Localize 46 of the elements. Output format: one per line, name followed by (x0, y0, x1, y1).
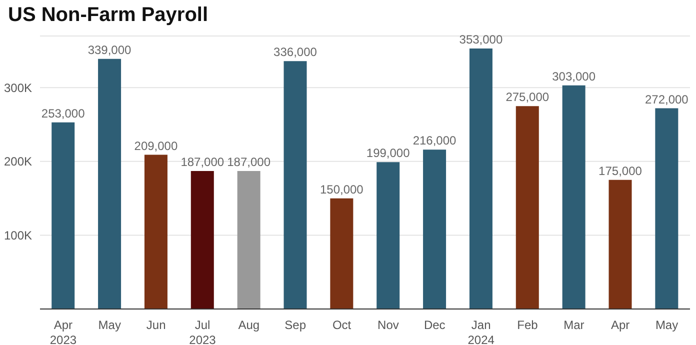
bar (237, 171, 260, 309)
x-tick-label: Oct (332, 318, 352, 332)
x-tick-label: Jan 2024 (468, 318, 495, 345)
data-label: 303,000 (552, 69, 596, 84)
bar (190, 171, 214, 309)
data-label: 187,000 (227, 155, 271, 170)
bar (655, 108, 678, 309)
bar (98, 58, 122, 309)
chart-title: US Non-Farm Payroll (8, 4, 208, 27)
bar (562, 85, 586, 309)
bar (469, 48, 492, 309)
data-label: 199,000 (366, 146, 410, 160)
data-label: 339,000 (88, 42, 132, 57)
bar (284, 61, 307, 309)
data-label: 150,000 (320, 182, 364, 196)
x-tick-label: May (98, 318, 121, 332)
bar (52, 122, 75, 309)
y-tick-label: 100K (4, 228, 32, 242)
bar (376, 162, 400, 309)
data-label: 353,000 (459, 32, 503, 47)
bar (516, 106, 539, 309)
x-tick-label: Dec (424, 318, 446, 332)
data-label: 336,000 (274, 45, 318, 60)
y-tick-label: 200K (4, 154, 32, 169)
x-tick-label: Sep (284, 318, 306, 332)
data-label: 275,000 (506, 90, 550, 104)
bar (330, 198, 354, 309)
x-tick-label: Nov (378, 318, 399, 332)
data-label: 209,000 (134, 138, 178, 153)
x-tick-label: Apr (611, 318, 630, 332)
x-tick-label: May (655, 318, 678, 332)
x-tick-label: Jul 2023 (189, 318, 216, 345)
data-label: 253,000 (41, 106, 86, 120)
bar (144, 154, 168, 309)
data-label: 272,000 (644, 92, 689, 106)
data-label: 187,000 (180, 155, 224, 170)
x-tick-label: Feb (517, 318, 538, 332)
data-label: 175,000 (598, 164, 642, 178)
bar (423, 150, 446, 309)
data-label: 216,000 (412, 134, 457, 148)
x-tick-label: Aug (238, 318, 260, 332)
x-tick-label: Jun (146, 318, 166, 332)
x-tick-label: Mar (564, 318, 584, 332)
bar (608, 180, 632, 309)
y-tick-label: 300K (4, 80, 32, 95)
x-tick-label: Apr 2023 (50, 318, 77, 345)
